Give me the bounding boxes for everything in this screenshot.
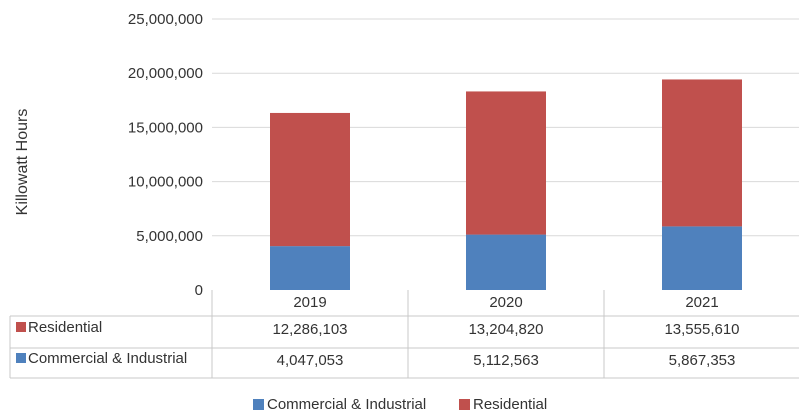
y-tick-label: 20,000,000 (128, 65, 203, 82)
table-legend-swatch (16, 322, 26, 332)
legend-label: Residential (473, 396, 547, 413)
legend-swatch (253, 399, 264, 410)
bar-residential-2020 (466, 91, 546, 235)
table-legend-swatch (16, 353, 26, 363)
y-axis-tick-labels: 0 5,000,000 10,000,000 15,000,000 20,000,000… (128, 11, 203, 299)
bar-residential-2021 (662, 79, 742, 227)
bar-residential-2019 (270, 112, 350, 247)
y-axis-label: Killowatt Hours (14, 109, 31, 216)
legend-swatch (459, 399, 470, 410)
table-header-year: 2019 (293, 294, 326, 311)
table-cell-value: 12,286,103 (272, 321, 347, 338)
y-tick-label: 10,000,000 (128, 174, 203, 191)
y-tick-label: 15,000,000 (128, 119, 203, 136)
table-row-label: Residential (28, 319, 102, 336)
table-header-year: 2020 (489, 294, 522, 311)
table-row-label: Commercial & Industrial (28, 350, 187, 367)
y-tick-label: 5,000,000 (136, 228, 203, 245)
legend-label: Commercial & Industrial (267, 396, 426, 413)
bar-commercial-industrial-2021 (662, 226, 742, 290)
bars (270, 79, 742, 290)
table-cell-value: 13,204,820 (468, 321, 543, 338)
table-cell-value: 13,555,610 (664, 321, 739, 338)
table-cell-value: 5,867,353 (669, 352, 736, 369)
legend: Commercial & Industrial Residential (253, 396, 547, 413)
table-cell-value: 5,112,563 (473, 352, 539, 369)
table-cell-value: 4,047,053 (277, 352, 344, 369)
table-header-year: 2021 (685, 294, 718, 311)
y-tick-label: 25,000,000 (128, 11, 203, 28)
bar-commercial-industrial-2019 (270, 246, 350, 290)
data-table: 2019 2020 2021 Residential 12,286,103 13,204,… (9, 290, 799, 379)
y-tick-label: 0 (195, 282, 203, 299)
bar-commercial-industrial-2020 (466, 234, 546, 290)
